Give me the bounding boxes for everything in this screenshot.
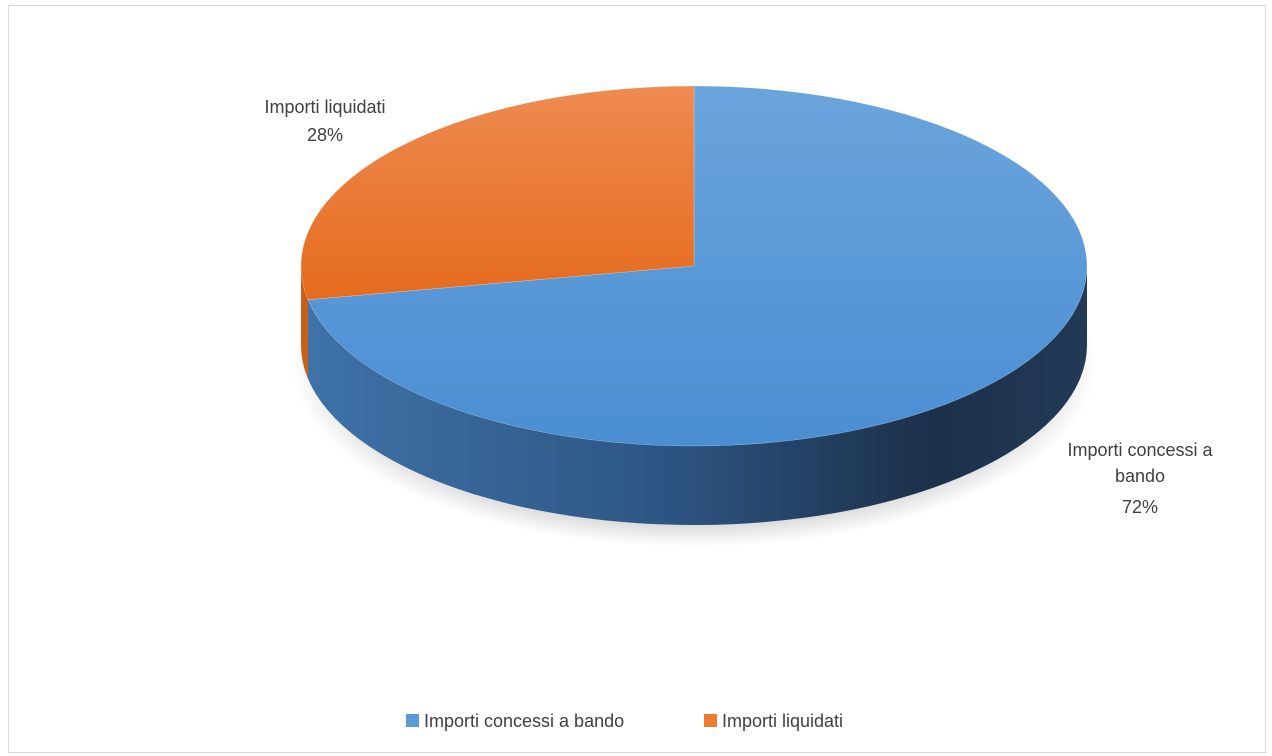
legend-swatch-2	[704, 714, 717, 727]
data-label-percent-slice-2: 28%	[307, 125, 343, 145]
data-label-slice-2: Importi liquidati 28%	[264, 97, 385, 145]
data-label-text-slice-2-line-1: Importi liquidati	[264, 97, 385, 117]
pie-tops	[300, 85, 1088, 447]
pie-side-slice-2	[301, 266, 308, 379]
data-label-percent-slice-1: 72%	[1122, 497, 1158, 517]
pie-slice-2	[300, 85, 695, 300]
data-label-text-slice-1-line-2: bando	[1115, 466, 1165, 486]
data-label-text-slice-1-line-1: Importi concessi a	[1067, 440, 1213, 460]
pie-side-slice-1	[307, 266, 1088, 526]
legend: Importi concessi a bando Importi liquida…	[406, 711, 843, 731]
data-label-slice-1: Importi concessi a bando 72%	[1067, 440, 1213, 517]
legend-swatch-1	[406, 714, 419, 727]
legend-label-1: Importi concessi a bando	[424, 711, 624, 731]
legend-label-2: Importi liquidati	[722, 711, 843, 731]
pie-slice-1	[307, 85, 1088, 447]
pie-sides	[301, 266, 1088, 526]
